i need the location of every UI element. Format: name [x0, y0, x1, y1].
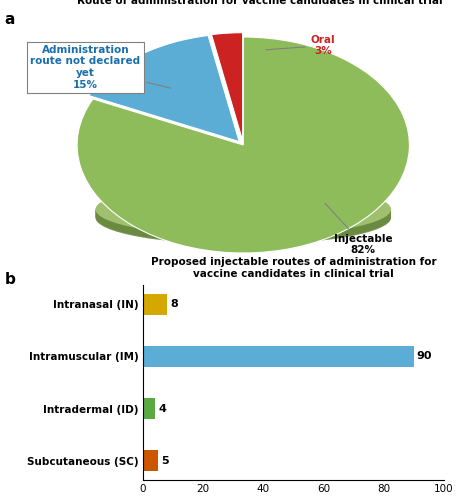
Text: Administration
route not declared
yet
15%: Administration route not declared yet 15… [30, 45, 170, 90]
Ellipse shape [95, 190, 390, 244]
Text: 90: 90 [416, 352, 431, 362]
Text: Route of administration for vaccine candidates in clinical trial: Route of administration for vaccine cand… [77, 0, 442, 6]
Ellipse shape [95, 182, 390, 236]
Text: Oral
3%: Oral 3% [266, 35, 335, 56]
Ellipse shape [95, 184, 390, 238]
Bar [143, 346, 413, 367]
Text: 8: 8 [170, 300, 178, 310]
Text: b: b [5, 272, 16, 287]
Ellipse shape [95, 190, 390, 244]
Bar [143, 450, 158, 471]
Bar [143, 398, 155, 419]
Title: Proposed injectable routes of administration for
vaccine candidates in clinical : Proposed injectable routes of administra… [150, 257, 435, 278]
Wedge shape [89, 36, 238, 142]
Wedge shape [211, 32, 242, 140]
Text: a: a [5, 12, 15, 28]
Ellipse shape [95, 186, 390, 240]
Ellipse shape [95, 188, 390, 242]
Wedge shape [77, 37, 408, 253]
Text: Injectable
82%: Injectable 82% [324, 203, 391, 255]
Ellipse shape [95, 184, 390, 238]
Ellipse shape [95, 186, 390, 240]
Text: 4: 4 [158, 404, 166, 413]
Ellipse shape [95, 188, 390, 242]
Text: 5: 5 [161, 456, 169, 466]
Bar [143, 294, 167, 314]
